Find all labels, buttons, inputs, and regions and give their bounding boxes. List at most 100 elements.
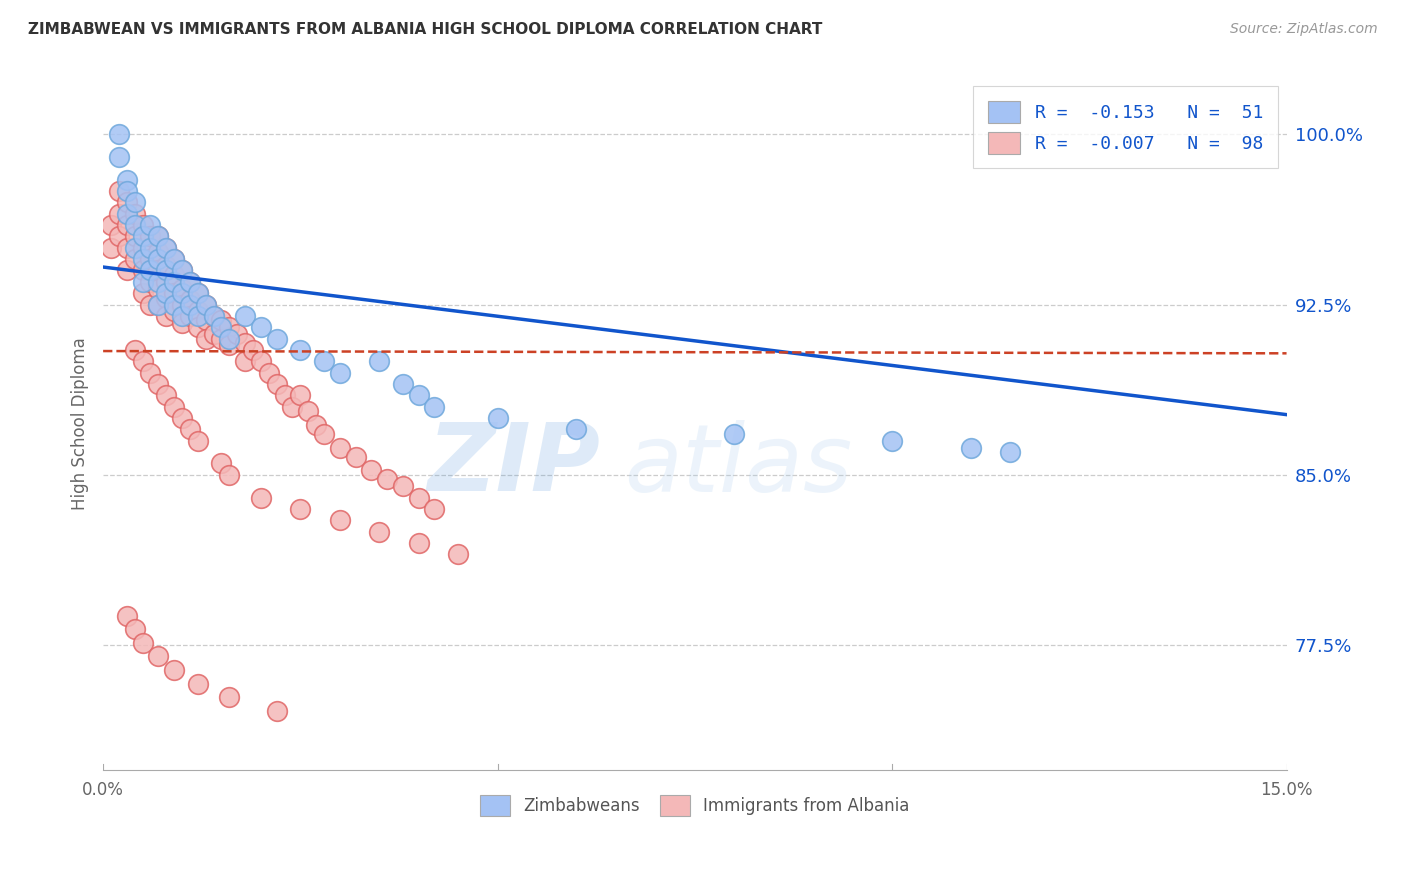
Point — [139, 275, 162, 289]
Point — [148, 229, 170, 244]
Point — [211, 457, 233, 471]
Point — [115, 172, 138, 186]
Point — [194, 297, 217, 311]
Point — [139, 263, 162, 277]
Point — [155, 259, 177, 273]
Point — [131, 636, 153, 650]
Point — [281, 400, 304, 414]
Point — [194, 332, 217, 346]
Point — [108, 184, 131, 198]
Point — [179, 309, 201, 323]
Point — [139, 241, 162, 255]
Point — [187, 309, 209, 323]
Point — [187, 676, 209, 690]
Point — [124, 218, 146, 232]
Point — [218, 332, 240, 346]
Point — [179, 297, 201, 311]
Point — [187, 434, 209, 448]
Point — [148, 297, 170, 311]
Point — [131, 218, 153, 232]
Point — [155, 286, 177, 301]
Point — [329, 441, 352, 455]
Point — [148, 263, 170, 277]
Point — [131, 252, 153, 266]
Point — [163, 252, 186, 266]
Point — [290, 501, 312, 516]
Point — [131, 286, 153, 301]
Text: atlas: atlas — [624, 420, 852, 511]
Y-axis label: High School Diploma: High School Diploma — [72, 337, 89, 510]
Point — [211, 332, 233, 346]
Point — [108, 150, 131, 164]
Point — [131, 229, 153, 244]
Point — [344, 450, 367, 464]
Point — [312, 354, 335, 368]
Point — [179, 275, 201, 289]
Point — [297, 404, 319, 418]
Point — [211, 320, 233, 334]
Point — [266, 704, 288, 718]
Point — [250, 354, 273, 368]
Point — [218, 467, 240, 482]
Point — [423, 400, 446, 414]
Point — [218, 690, 240, 705]
Text: ZIP: ZIP — [427, 419, 600, 511]
Point — [131, 263, 153, 277]
Point — [408, 388, 430, 402]
Point — [170, 316, 193, 330]
Point — [960, 441, 983, 455]
Point — [423, 501, 446, 516]
Point — [187, 286, 209, 301]
Point — [124, 207, 146, 221]
Point — [108, 229, 131, 244]
Point — [723, 426, 745, 441]
Point — [290, 343, 312, 357]
Point — [124, 241, 146, 255]
Point — [187, 304, 209, 318]
Point — [408, 536, 430, 550]
Point — [194, 297, 217, 311]
Point — [139, 229, 162, 244]
Point — [392, 479, 415, 493]
Point — [486, 411, 509, 425]
Point — [131, 241, 153, 255]
Point — [163, 304, 186, 318]
Point — [170, 309, 193, 323]
Point — [115, 207, 138, 221]
Point — [179, 422, 201, 436]
Point — [163, 297, 186, 311]
Point — [392, 376, 415, 391]
Point — [115, 184, 138, 198]
Point — [108, 207, 131, 221]
Point — [211, 313, 233, 327]
Point — [148, 376, 170, 391]
Point — [115, 241, 138, 255]
Point — [218, 338, 240, 352]
Point — [170, 411, 193, 425]
Point — [163, 286, 186, 301]
Point — [148, 245, 170, 260]
Point — [124, 252, 146, 266]
Point — [170, 297, 193, 311]
Point — [266, 332, 288, 346]
Point — [202, 326, 225, 341]
Point — [163, 400, 186, 414]
Point — [148, 275, 170, 289]
Point — [226, 326, 249, 341]
Point — [257, 366, 280, 380]
Point — [155, 275, 177, 289]
Point — [163, 268, 186, 282]
Point — [170, 286, 193, 301]
Point — [187, 320, 209, 334]
Point — [100, 218, 122, 232]
Point — [148, 282, 170, 296]
Text: Source: ZipAtlas.com: Source: ZipAtlas.com — [1230, 22, 1378, 37]
Point — [266, 376, 288, 391]
Point — [179, 275, 201, 289]
Point — [163, 663, 186, 677]
Legend: Zimbabweans, Immigrants from Albania: Zimbabweans, Immigrants from Albania — [471, 787, 918, 824]
Point — [273, 388, 295, 402]
Point — [155, 388, 177, 402]
Point — [148, 252, 170, 266]
Point — [170, 263, 193, 277]
